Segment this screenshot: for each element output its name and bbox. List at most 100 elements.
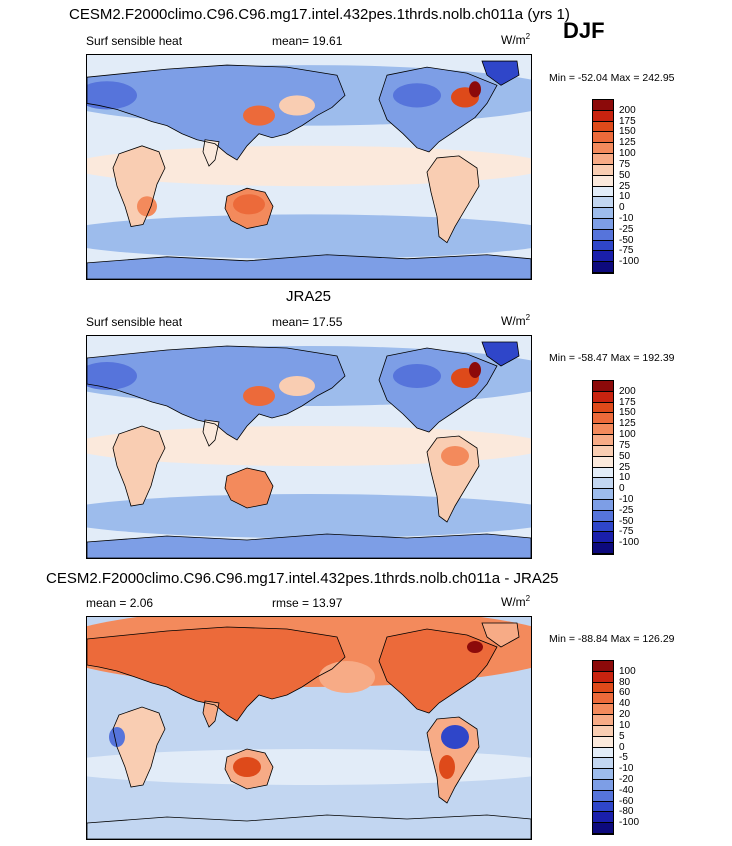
colorbar-tick-label: -40 bbox=[619, 784, 634, 796]
colorbar-tick-label: 150 bbox=[619, 407, 636, 419]
colorbar-tick-label: -100 bbox=[619, 256, 640, 268]
coastline-india bbox=[202, 700, 220, 728]
colorbar-tick-label: 80 bbox=[619, 676, 631, 688]
colorbar-swatch bbox=[593, 456, 613, 468]
colorbar-tick-label: 5 bbox=[619, 730, 625, 742]
gulf-stream-core bbox=[469, 81, 481, 98]
colorbar-swatch bbox=[593, 445, 613, 457]
colorbar-swatch bbox=[593, 132, 613, 144]
landmass-north-america bbox=[379, 629, 497, 713]
colorbar-tick-label: 25 bbox=[619, 180, 631, 192]
colorbar-swatch bbox=[593, 801, 613, 813]
colorbar-tick-label: 200 bbox=[619, 385, 636, 397]
colorbar-swatch bbox=[593, 510, 613, 522]
gulf-stream-core bbox=[469, 362, 481, 378]
coastline-australia bbox=[224, 467, 274, 509]
north-america-cold bbox=[393, 364, 441, 388]
colorbar-swatch bbox=[593, 186, 613, 198]
colorbar-tick-label: -100 bbox=[619, 537, 640, 549]
panel3-units: W/m2 bbox=[501, 594, 531, 609]
amazon-negative bbox=[441, 725, 469, 749]
panel2-mean-label: mean= 17.55 bbox=[272, 315, 343, 329]
colorbar-tick-label: 75 bbox=[619, 439, 631, 451]
colorbar-tick-label: 10 bbox=[619, 719, 631, 731]
australia-positive bbox=[233, 757, 261, 777]
colorbar-tick-label: 0 bbox=[619, 741, 625, 753]
colorbar-tick-label: -75 bbox=[619, 245, 634, 257]
south-america-positive bbox=[439, 755, 455, 779]
panel3-map bbox=[86, 616, 532, 840]
colorbar-swatch bbox=[593, 747, 613, 759]
colorbar-swatch bbox=[593, 391, 613, 403]
colorbar-swatch bbox=[593, 693, 613, 705]
colorbar-tick-label: -50 bbox=[619, 515, 634, 527]
southern-africa-hot bbox=[137, 196, 157, 217]
north-atlantic-positive bbox=[467, 641, 483, 653]
colorbar-tick-label: -10 bbox=[619, 493, 634, 505]
colorbar-swatch bbox=[593, 489, 613, 500]
panel1-mean-label: mean= 19.61 bbox=[272, 34, 343, 48]
panel3-left-label: mean = 2.06 bbox=[86, 596, 154, 610]
colorbar-tick-label: 175 bbox=[619, 396, 636, 408]
colorbar-swatch bbox=[593, 671, 613, 683]
ocean-band bbox=[87, 214, 531, 259]
panel2-left-label: Surf sensible heat bbox=[86, 315, 183, 329]
panel3-minmax: Min = -88.84 Max = 126.29 bbox=[549, 633, 675, 645]
colorbar-swatch bbox=[593, 218, 613, 230]
landmass-europe-asia bbox=[87, 627, 345, 721]
australia-hot bbox=[233, 194, 265, 215]
colorbar-swatch bbox=[593, 402, 613, 414]
coastline-south-america bbox=[426, 435, 480, 523]
colorbar-tick-label: 100 bbox=[619, 665, 636, 677]
colorbar-tick-label: -10 bbox=[619, 212, 634, 224]
colorbar-tick-label: -50 bbox=[619, 234, 634, 246]
colorbar-tick-label: 40 bbox=[619, 698, 631, 710]
colorbar-tick-label: 10 bbox=[619, 472, 631, 484]
colorbar-swatch bbox=[593, 110, 613, 122]
coastline-greenland bbox=[481, 60, 520, 86]
tropical-band bbox=[87, 426, 531, 466]
colorbar-swatch bbox=[593, 175, 613, 187]
colorbar-tick-label: 0 bbox=[619, 202, 625, 214]
colorbar-tick-label: 200 bbox=[619, 104, 636, 116]
colorbar-swatch bbox=[593, 229, 613, 241]
north-pacific-warm bbox=[279, 376, 315, 396]
colorbar-tick-label: 100 bbox=[619, 429, 636, 441]
kuroshio-hotspot bbox=[243, 105, 275, 126]
colorbar-tick-label: -20 bbox=[619, 773, 634, 785]
colorbar-swatch bbox=[593, 251, 613, 263]
coastline-india bbox=[202, 139, 220, 167]
coastline-south-america bbox=[426, 716, 480, 804]
coastline-europe-asia bbox=[87, 626, 346, 722]
coastline-europe-asia bbox=[87, 64, 346, 161]
colorbar-tick-label: 100 bbox=[619, 148, 636, 160]
colorbar-swatch bbox=[593, 715, 613, 726]
coastline-india bbox=[202, 419, 220, 447]
panel1-colorbar: 200 175 150 125 100 75 50 25 10 0 -10 -25 -50 -75 -100 bbox=[592, 99, 639, 274]
colorbar-tick-label: -80 bbox=[619, 806, 634, 818]
panel1-units: W/m2 bbox=[501, 32, 531, 47]
colorbar-swatch bbox=[593, 154, 613, 165]
coastline-africa bbox=[112, 145, 166, 227]
coastline-australia bbox=[224, 187, 274, 229]
north-pacific-warm bbox=[279, 95, 315, 116]
colorbar-swatch bbox=[593, 478, 613, 490]
panel3-heading: CESM2.F2000climo.C96.C96.mg17.intel.432p… bbox=[46, 570, 559, 587]
colorbar-tick-label: 25 bbox=[619, 461, 631, 473]
colorbar-swatch bbox=[593, 661, 613, 672]
figure-title: CESM2.F2000climo.C96.C96.mg17.intel.432p… bbox=[69, 6, 570, 23]
colorbar-tick-label: 60 bbox=[619, 687, 631, 699]
south-america-warm bbox=[441, 446, 469, 466]
landmass-greenland bbox=[482, 61, 519, 86]
coastline-antarctica bbox=[87, 254, 531, 279]
eurasia-cold bbox=[87, 362, 137, 390]
landmass-africa bbox=[113, 426, 165, 506]
colorbar-tick-label: 75 bbox=[619, 158, 631, 170]
landmass-south-america bbox=[427, 155, 479, 243]
colorbar-tick-label: 175 bbox=[619, 115, 636, 127]
landmass-antarctica bbox=[87, 254, 531, 279]
panel1-map bbox=[86, 54, 532, 280]
colorbar-swatch bbox=[593, 769, 613, 780]
coastline-north-america bbox=[378, 66, 498, 153]
colorbar-tick-label: -25 bbox=[619, 504, 634, 516]
